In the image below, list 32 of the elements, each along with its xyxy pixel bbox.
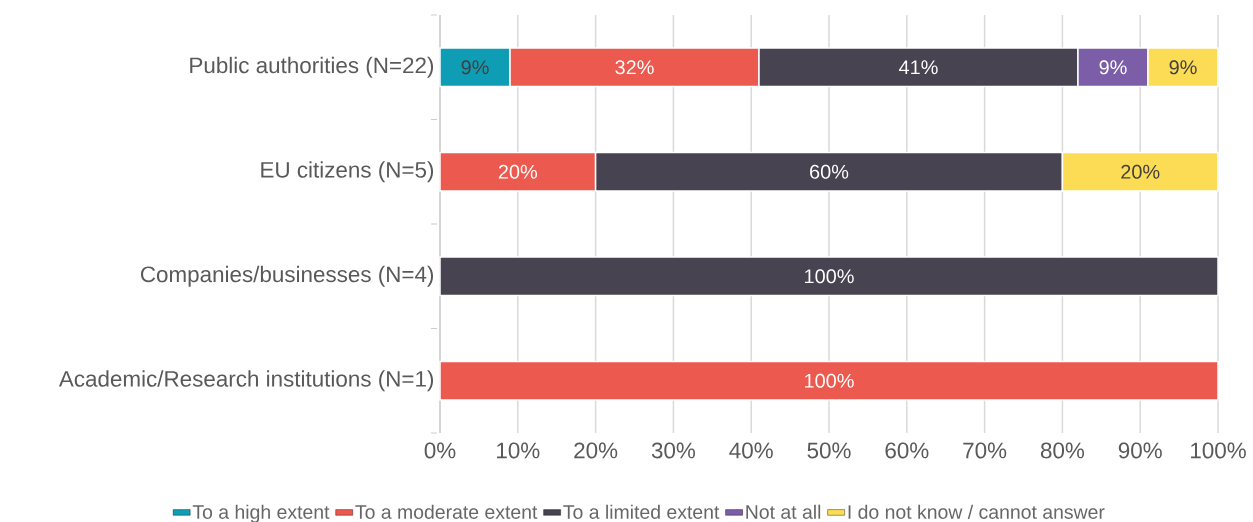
legend-label: Not at all [746, 504, 821, 519]
bar [439, 256, 1219, 297]
x-tick-label: 90% [1118, 442, 1162, 459]
y-tick-label: Companies/businesses (N=4) [140, 265, 434, 287]
y-tick-label: Academic/Research institutions (N=1) [58, 370, 434, 392]
legend-label: To a limited extent [563, 504, 720, 519]
bar [439, 360, 1219, 401]
data-label: 60% [810, 164, 849, 179]
x-tick-label: 30% [651, 442, 696, 459]
data-label: 100% [805, 269, 854, 284]
x-tick-label: 80% [1040, 442, 1085, 459]
data-label: 9% [1169, 60, 1197, 75]
legend-label: To a moderate extent [355, 504, 538, 519]
y-tick-label: EU citizens (N=5) [261, 161, 434, 183]
data-label: 41% [898, 60, 938, 75]
x-tick-label: 40% [729, 442, 773, 459]
x-tick-label: 10% [497, 442, 540, 459]
x-tick-label: 70% [963, 442, 1007, 459]
data-label: 20% [1121, 164, 1160, 179]
x-tick-label: 20% [574, 442, 618, 459]
data-label: 9% [1099, 60, 1127, 75]
legend-label: I do not know / cannot answer [848, 504, 1105, 519]
y-tick-label: Public authorities (N=22) [190, 56, 434, 78]
data-label: 9% [461, 60, 489, 75]
legend-label: To a high extent [192, 504, 330, 522]
data-label: 100% [805, 373, 854, 388]
x-tick-label: 100% [1191, 442, 1246, 459]
data-label: 20% [498, 164, 538, 179]
x-tick-label: 50% [807, 442, 851, 459]
x-tick-label: 60% [885, 442, 929, 459]
x-tick-label: 0% [424, 442, 456, 459]
data-label: 32% [615, 60, 654, 75]
